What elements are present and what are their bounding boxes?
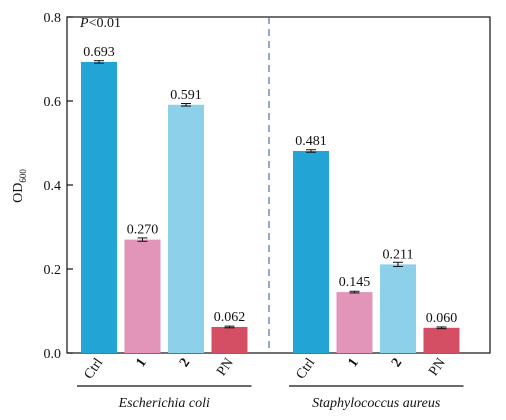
data-label: 0.060 xyxy=(426,311,458,326)
y-axis-label-subscript: 600 xyxy=(18,169,28,183)
x-tick-label: Ctrl xyxy=(81,356,106,383)
x-tick-label: 2 xyxy=(389,356,405,370)
bar xyxy=(336,292,373,353)
y-tick-label: 0.2 xyxy=(44,263,62,278)
y-tick-label: 0.4 xyxy=(44,179,62,194)
y-tick-label: 0.6 xyxy=(44,95,62,110)
data-label: 0.693 xyxy=(83,45,115,60)
bar xyxy=(380,264,416,353)
bar xyxy=(124,239,161,353)
group-label: Staphylococcus aureus xyxy=(312,396,441,411)
x-tick-label: Ctrl xyxy=(293,356,318,383)
data-label: 0.591 xyxy=(170,88,202,103)
x-tick-label: 2 xyxy=(177,356,193,370)
data-label: 0.145 xyxy=(339,275,371,290)
p-value-threshold: <0.01 xyxy=(89,16,121,31)
data-label: 0.481 xyxy=(295,134,327,149)
bar xyxy=(293,150,329,353)
data-label: 0.062 xyxy=(214,310,246,325)
p-value-symbol: P xyxy=(79,16,89,31)
x-tick-label: 1 xyxy=(345,356,361,370)
y-tick-label: 0.0 xyxy=(44,347,62,362)
bars xyxy=(81,60,460,353)
y-tick-label: 0.8 xyxy=(44,11,62,26)
data-label: 0.211 xyxy=(383,247,414,262)
x-tick-label: PN xyxy=(426,356,449,379)
bar xyxy=(168,104,204,353)
bar xyxy=(81,61,117,353)
group-label: Escherichia coli xyxy=(118,396,210,411)
y-axis-label: OD600 xyxy=(11,169,28,203)
bar xyxy=(423,327,460,353)
y-axis-label-main: OD xyxy=(11,183,26,203)
bar xyxy=(211,326,248,353)
p-value-annotation: P<0.01 xyxy=(79,16,121,31)
x-tick-label: PN xyxy=(214,356,237,379)
data-label: 0.270 xyxy=(127,223,159,238)
x-tick-label: 1 xyxy=(133,356,149,370)
